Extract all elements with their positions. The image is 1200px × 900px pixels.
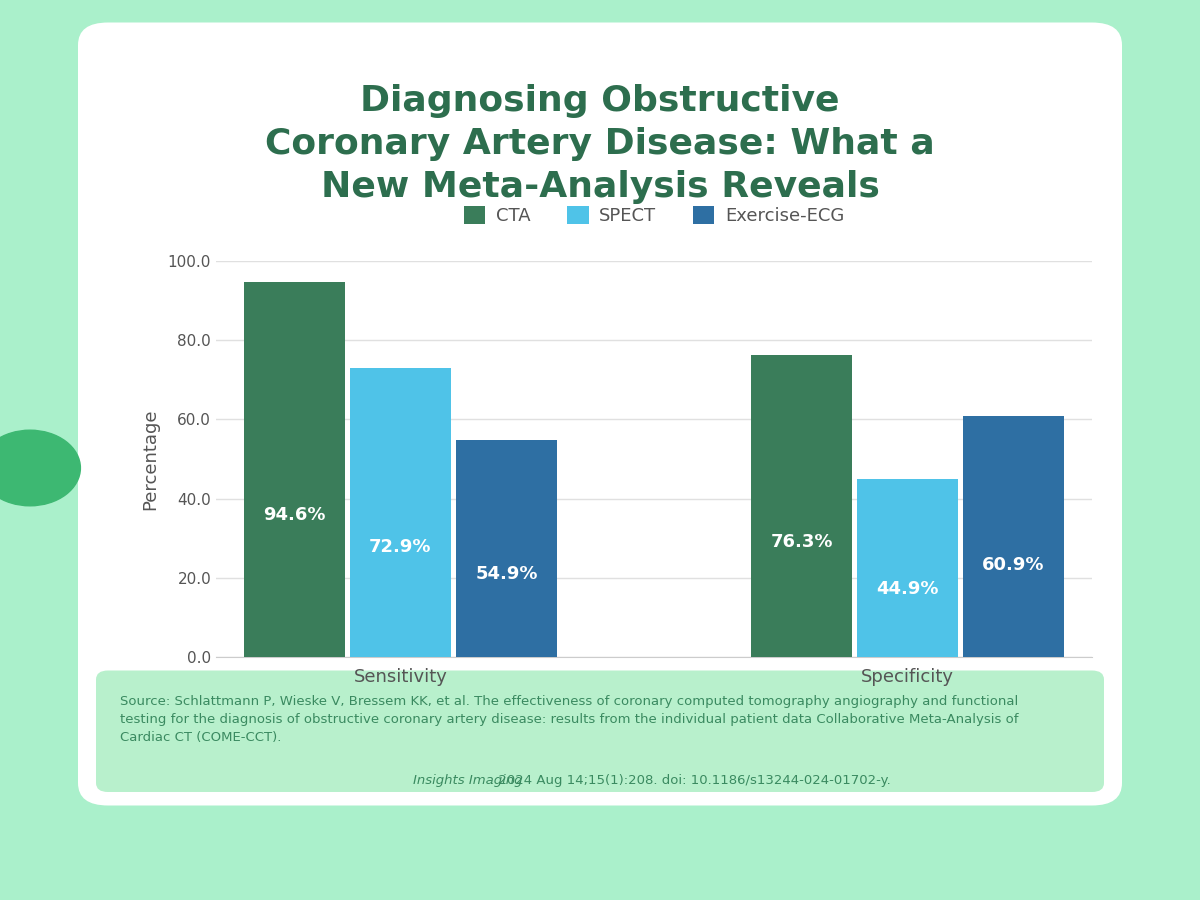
Bar [962,416,1064,657]
Text: 54.9%: 54.9% [475,565,538,583]
Bar [244,283,346,657]
Legend: CTA, SPECT, Exercise-ECG: CTA, SPECT, Exercise-ECG [456,199,852,232]
Polygon shape [0,0,216,252]
Text: . 2024 Aug 14;15(1):208. doi: 10.1186/s13244-024-01702-y.: . 2024 Aug 14;15(1):208. doi: 10.1186/s1… [490,774,890,788]
Bar [751,355,852,657]
Text: 76.3%: 76.3% [770,533,833,551]
Text: Diagnosing Obstructive
Coronary Artery Disease: What a
New Meta-Analysis Reveals: Diagnosing Obstructive Coronary Artery D… [265,84,935,204]
Text: Insights Imaging: Insights Imaging [413,774,522,788]
Y-axis label: Percentage: Percentage [142,409,160,509]
Bar [456,439,557,657]
Bar [349,368,451,657]
Text: 72.9%: 72.9% [370,538,432,556]
Bar [857,479,959,657]
Polygon shape [984,702,1200,900]
Text: Source: Schlattmann P, Wieske V, Bressem KK, et al. The effectiveness of coronar: Source: Schlattmann P, Wieske V, Bressem… [120,695,1019,744]
Text: 60.9%: 60.9% [983,556,1045,574]
Text: 94.6%: 94.6% [263,506,325,524]
Text: 44.9%: 44.9% [876,580,938,598]
